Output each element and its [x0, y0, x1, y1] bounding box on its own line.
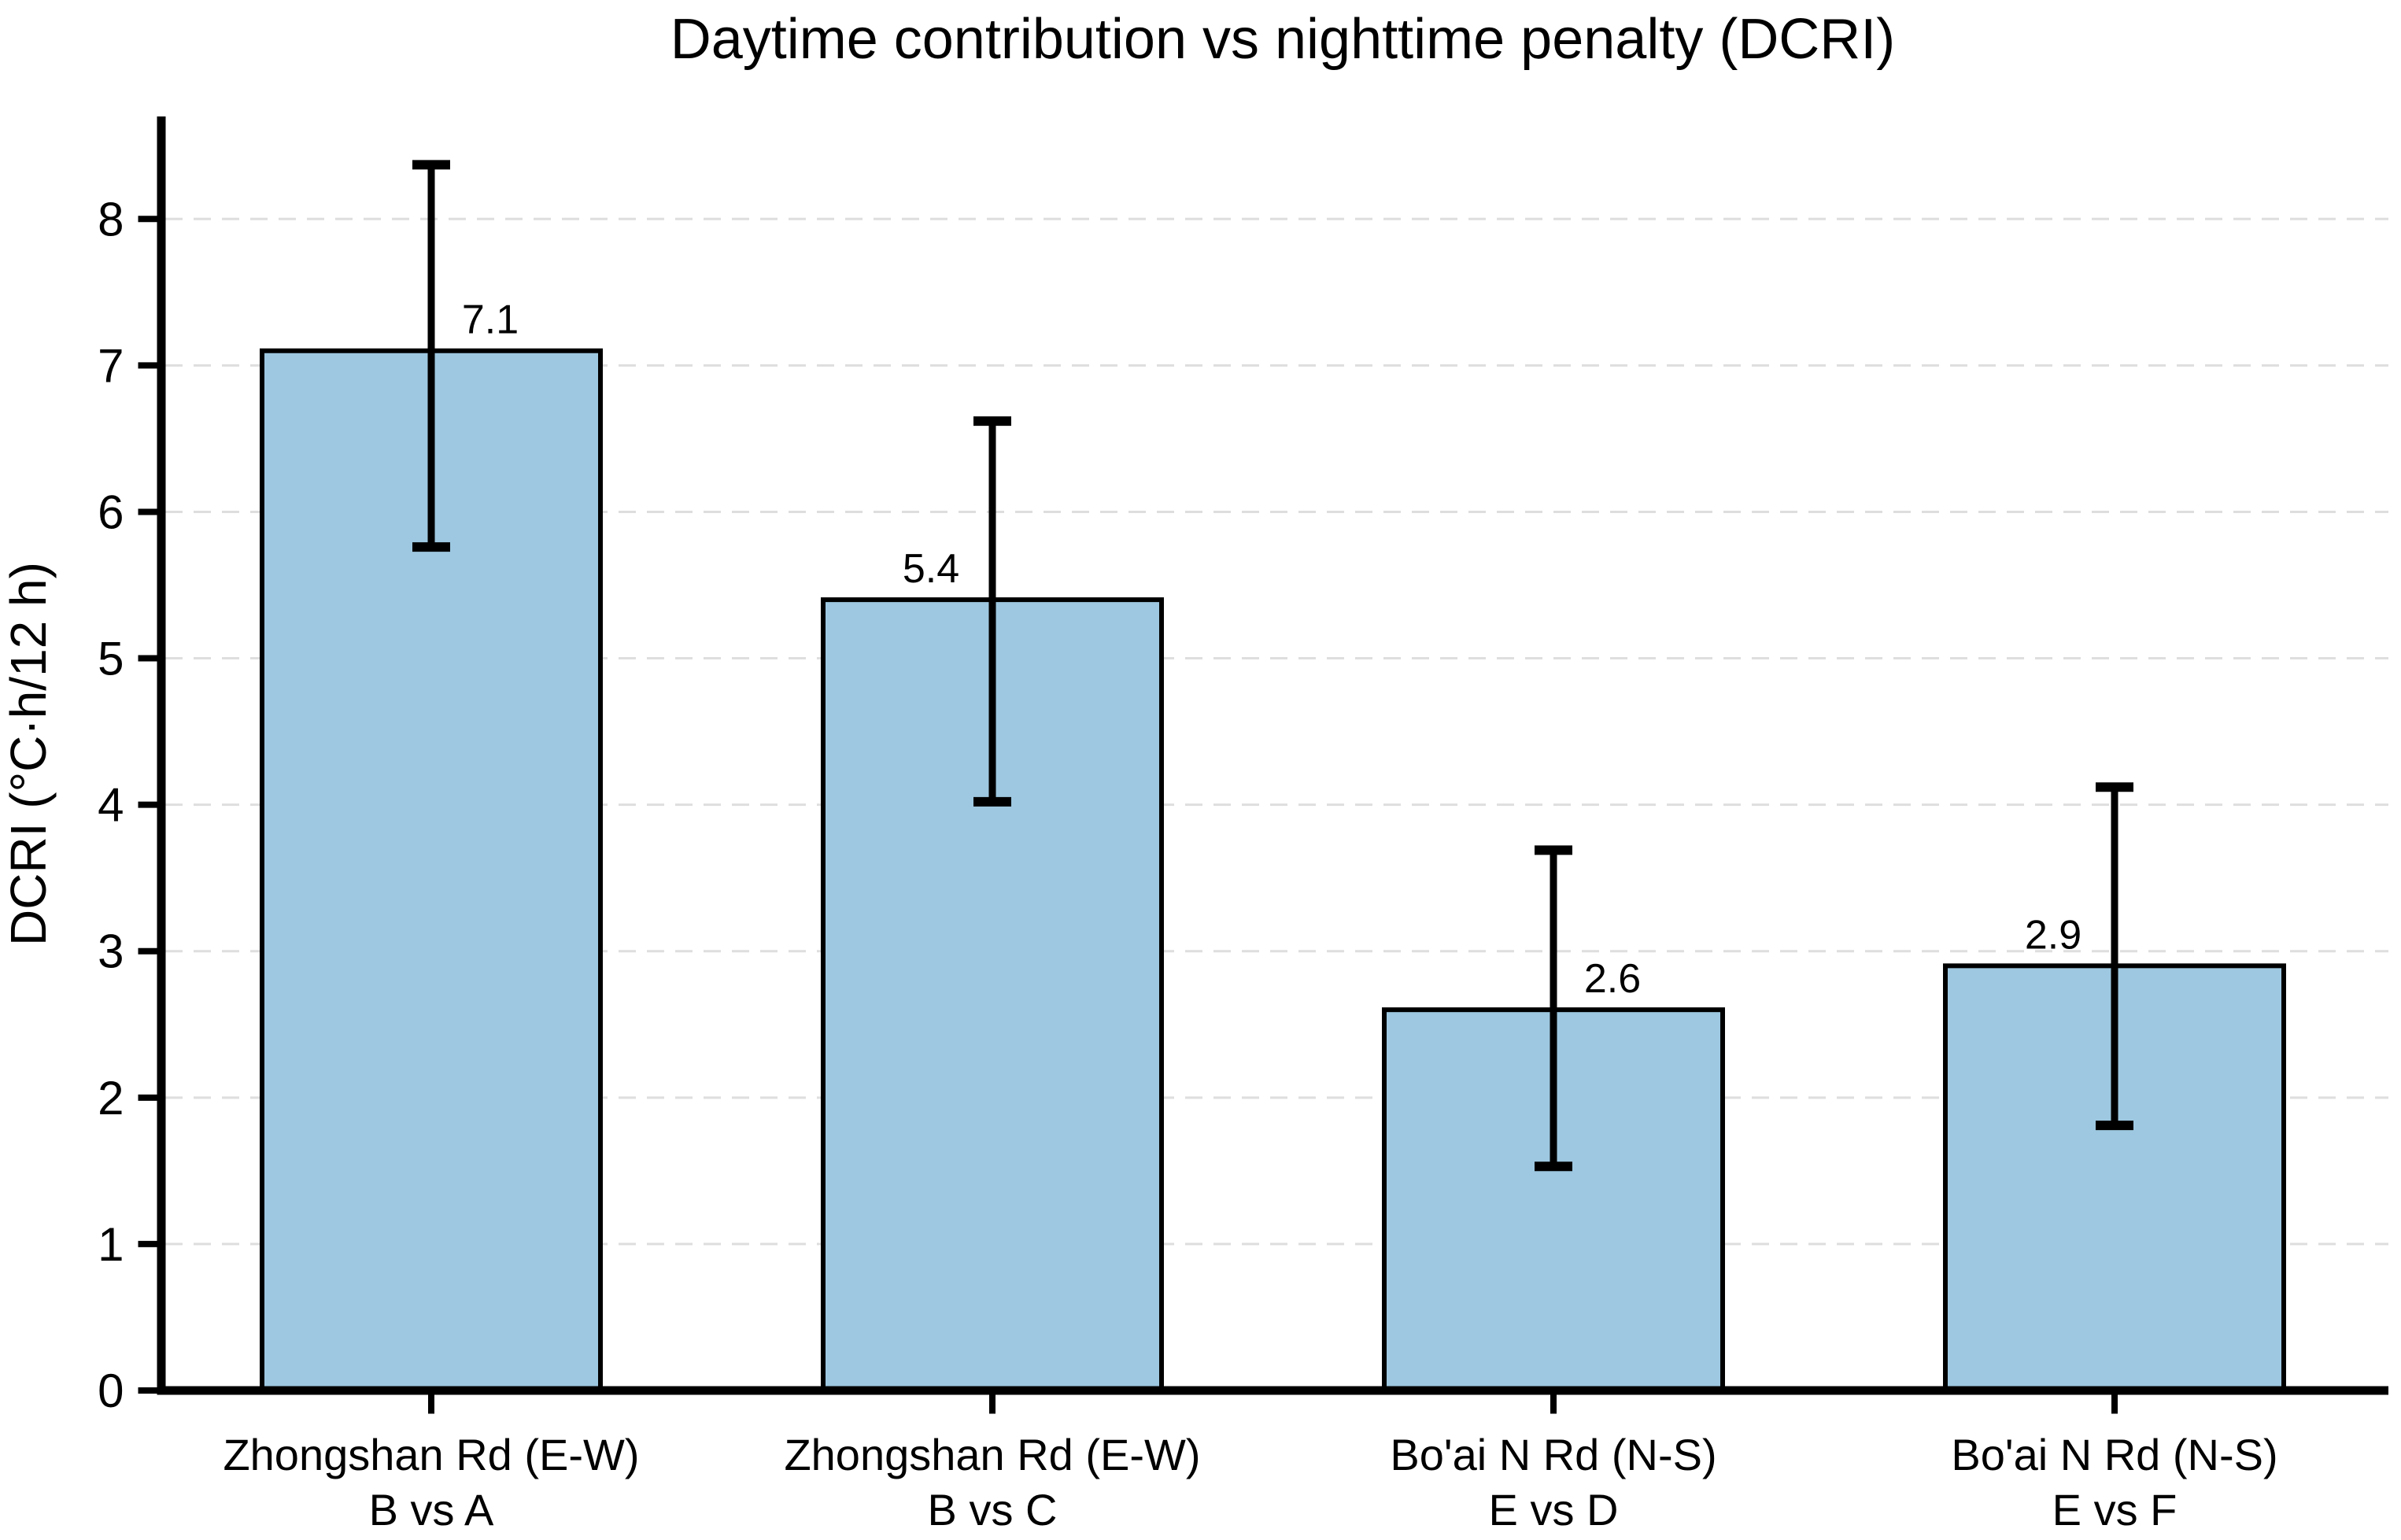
x-tick-label-line1: Zhongshan Rd (E-W) — [784, 1430, 1200, 1479]
y-tick-label: 8 — [98, 193, 124, 246]
bar — [1943, 963, 2286, 1394]
bars — [260, 348, 2286, 1394]
x-tick-label-line1: Bo'ai N Rd (N-S) — [1951, 1430, 2277, 1479]
y-axis-label: DCRI (°C·h/12 h) — [0, 562, 57, 946]
y-tick-label: 1 — [98, 1218, 124, 1271]
x-tick-label-line2: E vs F — [2052, 1485, 2178, 1534]
y-tick-label: 6 — [98, 486, 124, 538]
chart-title: Daytime contribution vs nighttime penalt… — [670, 8, 1896, 71]
y-tick-label: 7 — [98, 339, 124, 392]
y-tick-label: 3 — [98, 925, 124, 978]
axis-tick-labels: Zhongshan Rd (E-W) B vs A Zhongshan Rd (E-… — [98, 193, 2277, 1534]
x-tick-label-line2: B vs A — [369, 1485, 494, 1534]
y-tick-label: 5 — [98, 633, 124, 685]
x-tick-label-line1: Bo'ai N Rd (N-S) — [1390, 1430, 1716, 1479]
x-tick-label-line2: B vs C — [928, 1485, 1058, 1534]
x-tick-label-line2: E vs D — [1489, 1485, 1619, 1534]
bar-value-label: 7.1 — [462, 297, 519, 343]
x-tick-label-line1: Zhongshan Rd (E-W) — [223, 1430, 639, 1479]
bar-value-labels: 7.1 5.4 2.6 2.9 — [462, 297, 2081, 1002]
bar-value-label: 2.6 — [1584, 956, 1641, 1002]
error-bars — [412, 160, 2133, 1172]
bar-value-label: 5.4 — [903, 546, 959, 592]
y-tick-label: 2 — [98, 1072, 124, 1125]
axes-spines — [157, 116, 2388, 1395]
axis-ticks — [138, 216, 2118, 1414]
bar-value-label: 2.9 — [2025, 912, 2081, 958]
y-tick-label: 4 — [98, 779, 124, 832]
y-tick-label: 0 — [98, 1365, 124, 1417]
